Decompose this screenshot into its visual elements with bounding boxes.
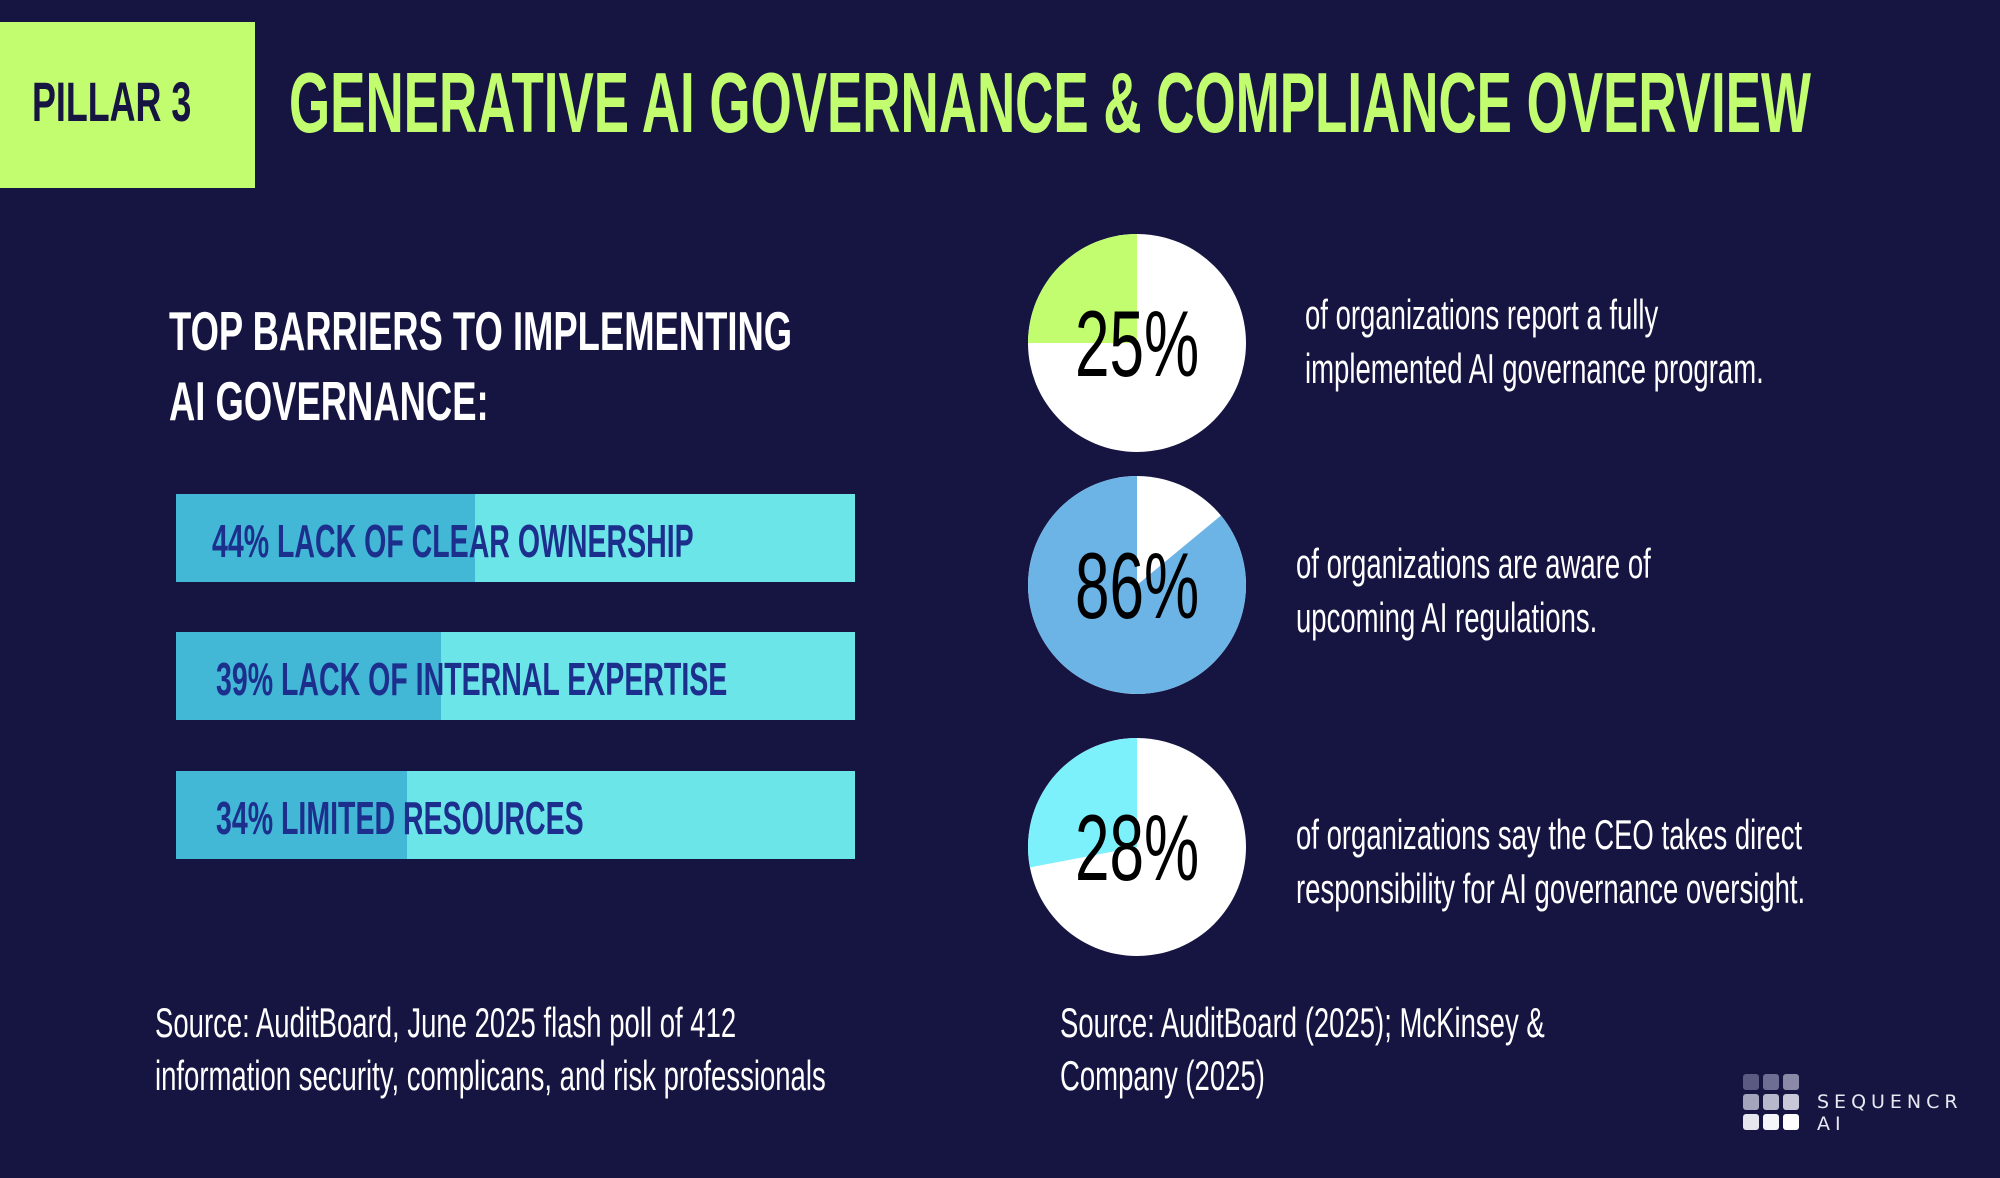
pillar-badge <box>0 22 255 188</box>
stat-description-line1: of organizations report a fully <box>1305 291 1659 338</box>
stat-value: 28% <box>1074 795 1200 900</box>
stats-source: Source: AuditBoard (2025); McKinsey & Co… <box>1060 996 1545 1102</box>
stat-description-line1: of organizations are aware of <box>1296 540 1651 587</box>
stat-pie-chart: 28% <box>1027 737 1247 957</box>
barriers-source-line2: information security, complicans, and ri… <box>155 1052 826 1099</box>
barriers-heading: TOP BARRIERS TO IMPLEMENTING AI GOVERNAN… <box>169 296 792 436</box>
grid-icon <box>1743 1074 1799 1130</box>
stat-value: 86% <box>1074 533 1200 638</box>
barrier-bar-fill <box>176 494 475 582</box>
pie-chart-icon <box>1028 476 1246 694</box>
barriers-source-line1: Source: AuditBoard, June 2025 flash poll… <box>155 999 737 1046</box>
barrier-bar: 39% LACK OF INTERNAL EXPERTISE <box>176 632 855 720</box>
pie-slice <box>1028 738 1137 868</box>
pillar-label: PILLAR 3 <box>32 70 192 133</box>
stat-description-line1: of organizations say the CEO takes direc… <box>1296 811 1803 858</box>
pie-slice <box>1028 234 1137 343</box>
stats-source-line2: Company (2025) <box>1060 1052 1265 1099</box>
barriers-heading-line2: AI GOVERNANCE: <box>169 370 489 432</box>
stat-value: 25% <box>1074 291 1200 396</box>
barrier-bar-label: 39% LACK OF INTERNAL EXPERTISE <box>216 653 728 705</box>
stat-pie-chart: 25% <box>1027 233 1247 453</box>
stat-description: of organizations report a fully implemen… <box>1305 288 1764 396</box>
stats-source-line1: Source: AuditBoard (2025); McKinsey & <box>1060 999 1545 1046</box>
stat-description: of organizations say the CEO takes direc… <box>1296 808 1805 916</box>
barrier-bar-label: 44% LACK OF CLEAR OWNERSHIP <box>212 515 694 567</box>
stat-description: of organizations are aware of upcoming A… <box>1296 537 1651 645</box>
barrier-bar-fill <box>176 771 407 859</box>
page-title: GENERATIVE AI GOVERNANCE & COMPLIANCE OV… <box>289 56 1811 151</box>
stat-description-line2: responsibility for AI governance oversig… <box>1296 865 1806 912</box>
brand-logo-text: SEQUENCR AI <box>1817 1091 1963 1135</box>
barriers-heading-line1: TOP BARRIERS TO IMPLEMENTING <box>169 300 793 362</box>
barrier-bar-fill <box>176 632 441 720</box>
pie-chart-icon <box>1028 234 1246 452</box>
pie-chart-icon <box>1028 738 1246 956</box>
stat-description-line2: implemented AI governance program. <box>1305 345 1764 392</box>
barrier-bar-label: 34% LIMITED RESOURCES <box>216 792 584 844</box>
barriers-source: Source: AuditBoard, June 2025 flash poll… <box>155 996 826 1102</box>
stat-pie-chart: 86% <box>1027 475 1247 695</box>
barrier-bar: 34% LIMITED RESOURCES <box>176 771 855 859</box>
pie-slice <box>1028 476 1246 694</box>
stat-description-line2: upcoming AI regulations. <box>1296 594 1598 641</box>
barrier-bar: 44% LACK OF CLEAR OWNERSHIP <box>176 494 855 582</box>
